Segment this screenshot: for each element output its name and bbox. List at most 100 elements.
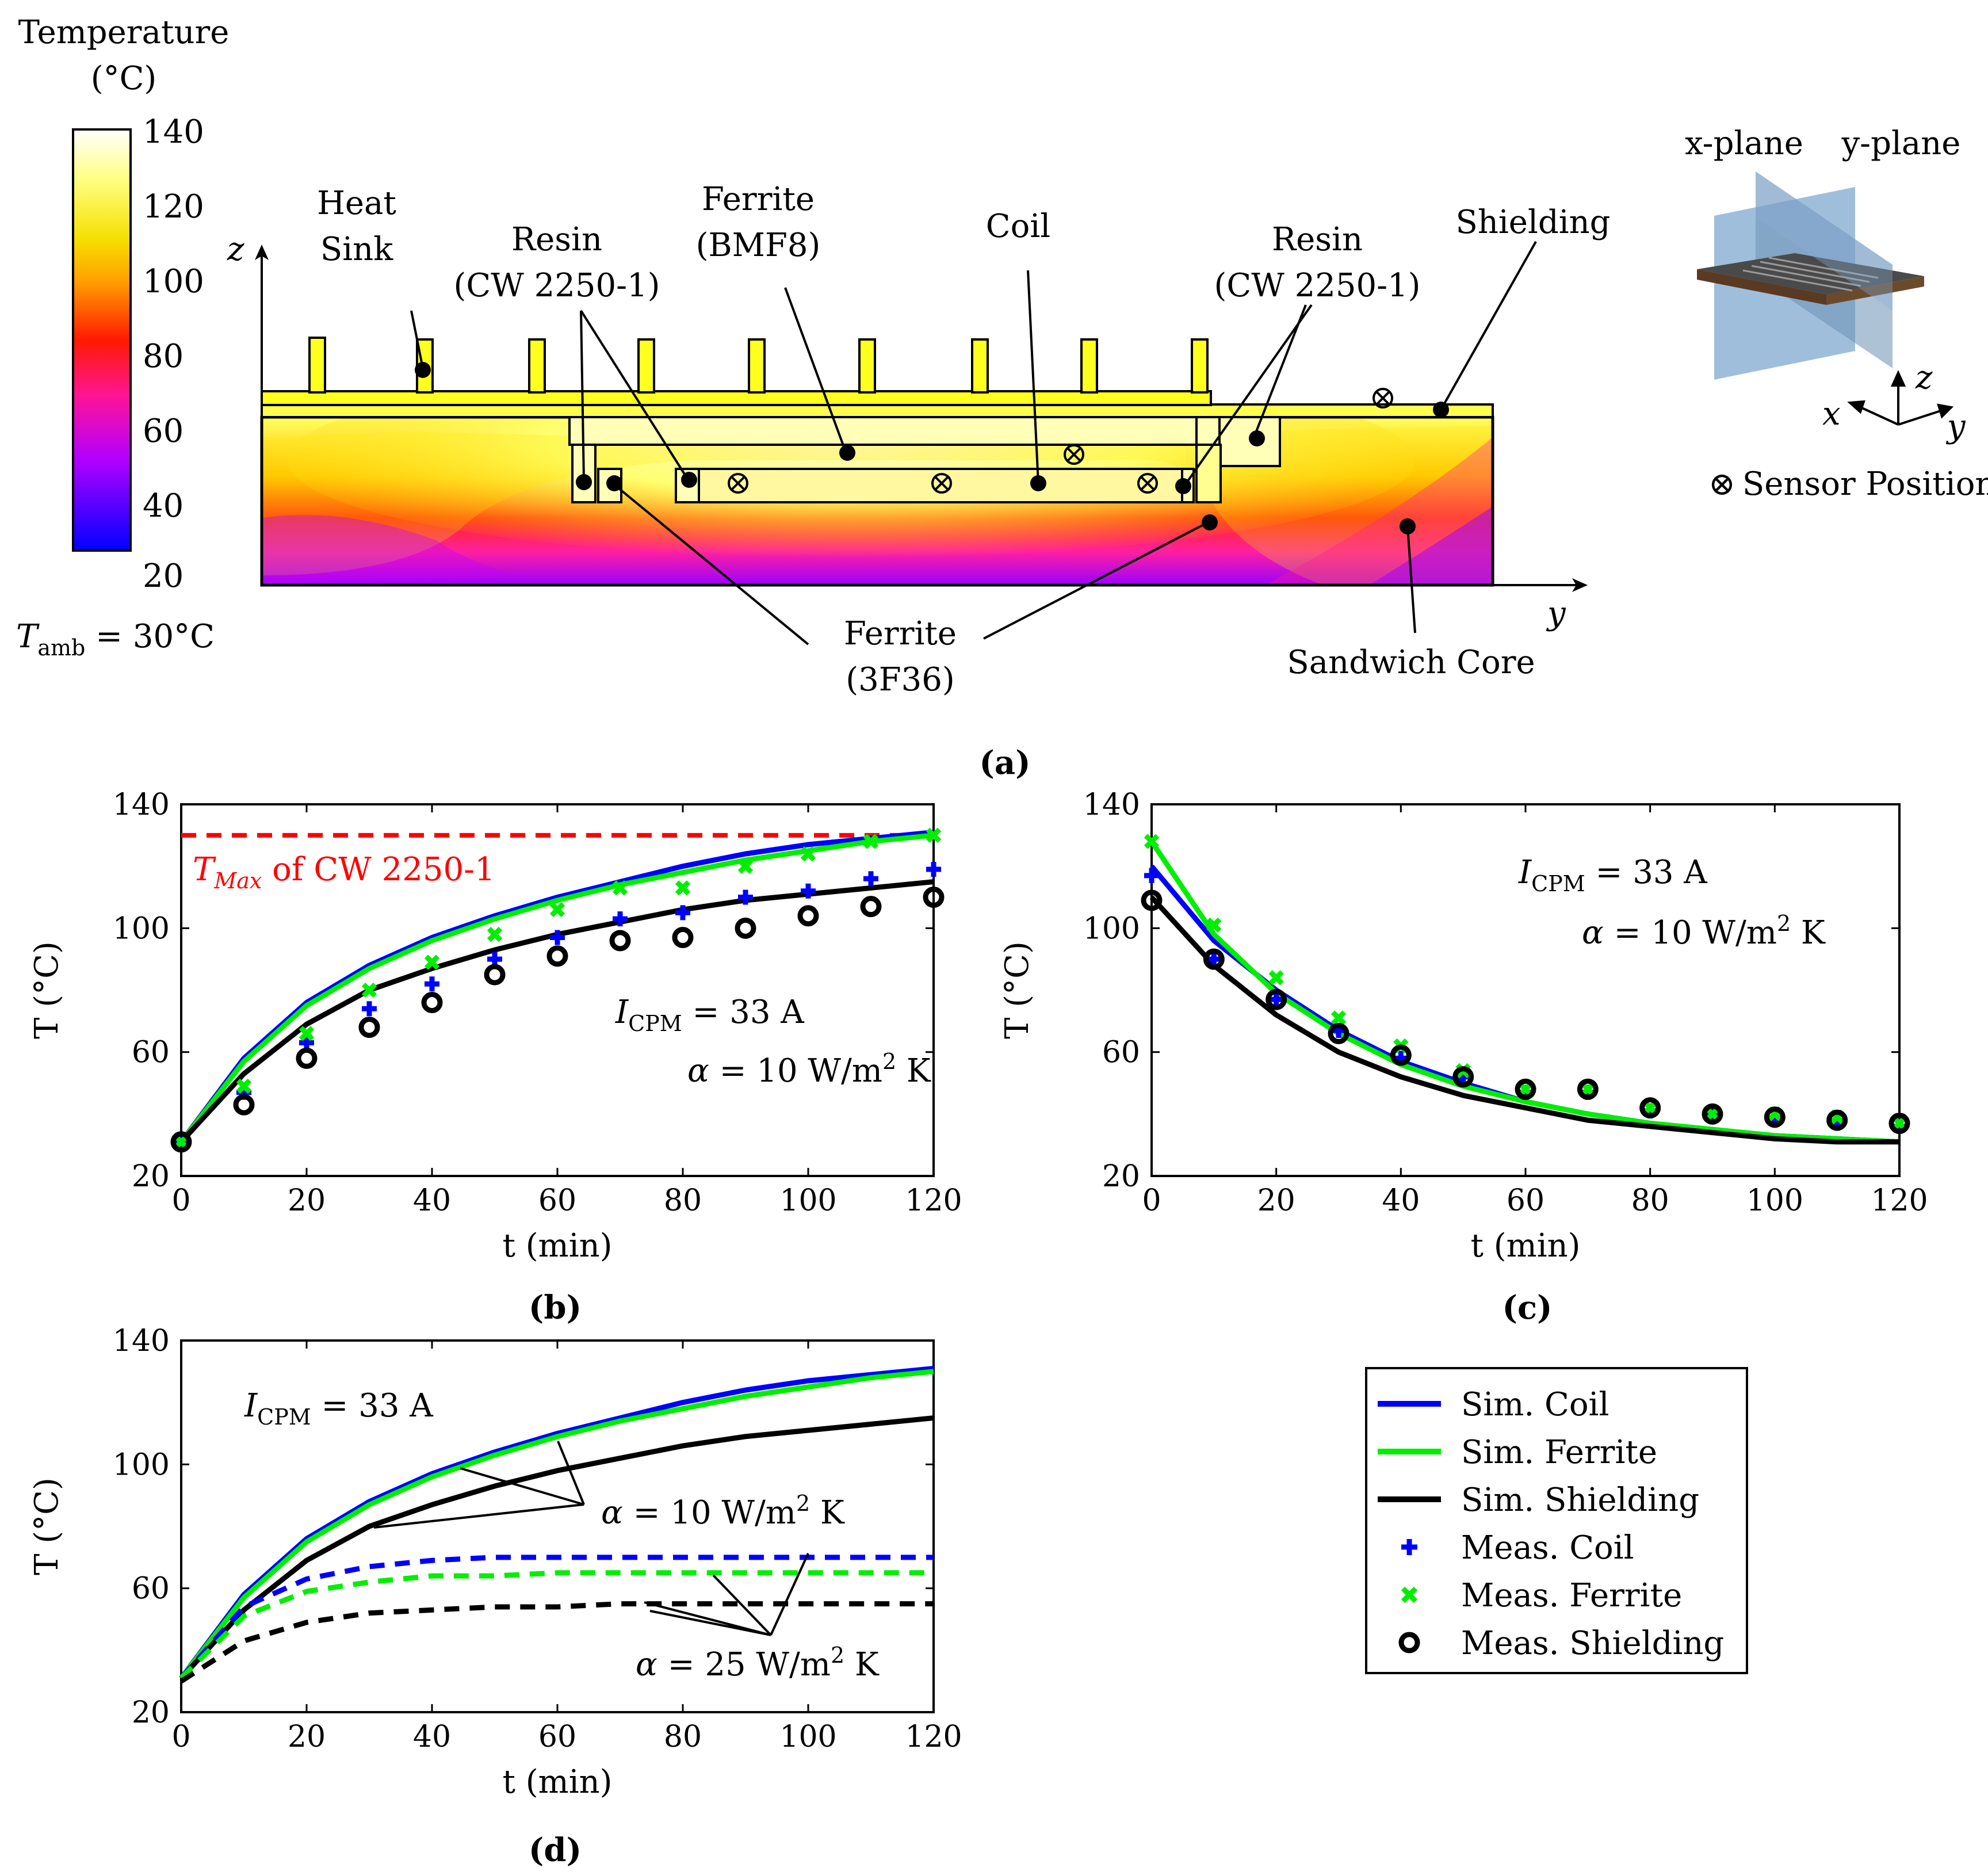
y-axis-label: T (°C) — [999, 941, 1036, 1039]
data-point — [612, 933, 628, 949]
data-point — [552, 904, 563, 915]
chart-c-label: (c) — [1502, 1289, 1552, 1327]
chart-d-current: ICPM = 33 A — [244, 1387, 433, 1430]
resin-left-material: (CW 2250-1) — [454, 267, 660, 304]
y-axis-label: T (°C) — [28, 1477, 66, 1575]
legend-meas-ferrite: Meas. Ferrite — [1461, 1577, 1682, 1614]
heat-sink-label-2: Sink — [320, 231, 393, 268]
x-plane-label: x-plane — [1685, 125, 1803, 162]
x-tick-label: 0 — [1142, 1183, 1161, 1218]
x-tick-label: 120 — [905, 1183, 962, 1218]
data-point — [489, 929, 500, 940]
plane-inset: x-plane y-plane z — [1685, 125, 1988, 503]
chart-b-plot: 0 20 40 60 80 100 1202060100140t (min)T (°C) — [28, 788, 962, 1265]
colorbar-unit: (°C) — [91, 60, 157, 97]
colorbar-tick: 100 — [143, 263, 204, 300]
inset-y-axis: y — [1945, 408, 1966, 445]
ferrite-bmf8-label: Ferrite — [702, 181, 815, 218]
sensor-position-legend: ⊗ Sensor Position — [1708, 465, 1988, 503]
y-tick-label: 100 — [1083, 911, 1140, 946]
x-tick-label: 20 — [288, 1720, 326, 1754]
ferrite-3f36-material: (3F36) — [846, 661, 954, 698]
y-tick-label: 20 — [132, 1695, 170, 1730]
chart-c-alpha: α = 10 W/m2 K — [1582, 911, 1826, 952]
chart-b: 0 20 40 60 80 100 1202060100140t (min)T (°C) (… — [28, 788, 962, 1327]
data-point — [236, 1097, 252, 1113]
data-point — [800, 908, 816, 924]
colorbar-tick: 140 — [143, 113, 204, 151]
legend-meas-shielding: Meas. Shielding — [1461, 1625, 1724, 1662]
y-tick-label: 60 — [132, 1036, 170, 1070]
data-point — [362, 1001, 377, 1016]
resin-right-label: Resin — [1272, 221, 1363, 258]
resin-left-label: Resin — [511, 221, 602, 258]
x-tick-label: 120 — [1871, 1183, 1928, 1218]
x-tick-label: 100 — [779, 1183, 836, 1218]
x-tick-label: 40 — [413, 1183, 451, 1218]
y-axis-label: y — [1546, 595, 1566, 632]
y-tick-label: 100 — [113, 911, 170, 946]
legend: Sim. Coil Sim. Ferrite Sim. Shielding Me… — [1366, 1368, 1747, 1673]
x-tick-label: 80 — [664, 1720, 702, 1754]
colorbar-tick: 40 — [143, 487, 183, 525]
x-tick-label: 40 — [1382, 1183, 1420, 1218]
sandwich-core-label: Sandwich Core — [1287, 644, 1535, 681]
ambient-temperature: Tamb = 30°C — [16, 618, 215, 660]
y-tick-label: 140 — [113, 788, 170, 822]
y-plane-label: y-plane — [1841, 125, 1961, 162]
data-point — [424, 995, 440, 1011]
x-tick-label: 0 — [171, 1720, 190, 1754]
x-tick-label: 80 — [1631, 1183, 1669, 1218]
data-point — [863, 871, 878, 886]
z-axis-label: z — [227, 231, 244, 268]
inset-x-axis: x — [1822, 395, 1841, 433]
x-tick-label: 100 — [779, 1720, 836, 1754]
x-tick-label: 0 — [171, 1183, 190, 1218]
x-tick-label: 60 — [1507, 1183, 1544, 1218]
legend-sim-coil: Sim. Coil — [1461, 1386, 1609, 1423]
panel-a-label: (a) — [979, 744, 1030, 782]
data-point — [926, 862, 941, 877]
x-axis-label: t (min) — [1470, 1227, 1580, 1265]
colorbar — [73, 129, 131, 551]
colorbar-tick: 80 — [143, 338, 183, 375]
data-point — [737, 920, 754, 936]
shielding-label: Shielding — [1455, 204, 1610, 241]
chart-b-alpha: α = 10 W/m2 K — [687, 1049, 931, 1090]
y-axis-label: T (°C) — [28, 941, 66, 1039]
x-tick-label: 80 — [664, 1183, 702, 1218]
chart-b-label: (b) — [529, 1289, 582, 1327]
x-tick-label: 20 — [288, 1183, 326, 1218]
legend-meas-coil: Meas. Coil — [1461, 1529, 1634, 1567]
data-point — [487, 967, 503, 983]
chart-b-current: ICPM = 33 A — [615, 994, 804, 1036]
ferrite-3f36-label: Ferrite — [844, 615, 957, 652]
data-point — [549, 948, 565, 964]
chart-b-tmax-label: TMax of CW 2250-1 — [193, 851, 495, 893]
data-point — [361, 1019, 377, 1036]
ferrite-bmf8-material: (BMF8) — [696, 227, 821, 264]
coil-label: Coil — [986, 208, 1050, 245]
y-tick-label: 20 — [132, 1159, 170, 1194]
y-tick-label: 60 — [1102, 1036, 1140, 1070]
data-point — [677, 882, 689, 893]
y-tick-label: 100 — [113, 1448, 170, 1482]
colorbar-ticks: 140 120 100 80 60 40 20 — [143, 113, 204, 595]
data-point — [299, 1050, 315, 1066]
x-axis-label: t (min) — [502, 1227, 612, 1265]
chart-d-alpha25: α = 25 W/m2 K — [636, 1643, 880, 1683]
chart-d-label: (d) — [529, 1831, 582, 1869]
x-tick-label: 60 — [538, 1183, 576, 1218]
x-tick-label: 120 — [905, 1720, 962, 1754]
x-tick-label: 60 — [538, 1720, 576, 1754]
chart-c-current: ICPM = 33 A — [1518, 854, 1707, 896]
colorbar-title: Temperature — [18, 14, 230, 51]
y-tick-label: 20 — [1102, 1159, 1140, 1194]
y-tick-label: 140 — [1083, 788, 1140, 822]
figure: Temperature (°C) 140 120 100 80 60 40 20… — [0, 0, 1988, 1875]
x-axis-label: t (min) — [502, 1763, 612, 1801]
resin-right-material: (CW 2250-1) — [1214, 267, 1421, 304]
